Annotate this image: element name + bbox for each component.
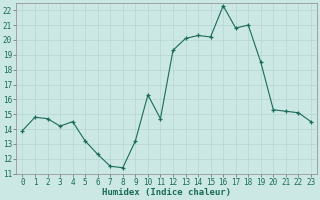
X-axis label: Humidex (Indice chaleur): Humidex (Indice chaleur) (102, 188, 231, 197)
